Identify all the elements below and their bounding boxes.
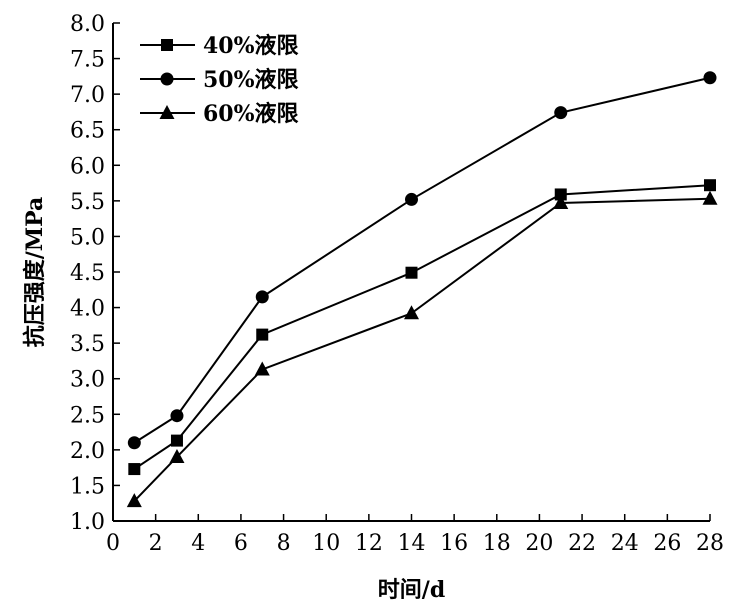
y-tick-label: 8.0	[70, 12, 105, 37]
legend-label: 60%液限	[203, 101, 299, 127]
x-tick-label: 28	[696, 531, 724, 556]
x-tick-label: 12	[355, 531, 383, 556]
x-tick-label: 20	[525, 531, 553, 556]
x-axis-title: 时间/d	[378, 577, 445, 603]
x-tick-label: 16	[440, 531, 468, 556]
data-point-square	[170, 434, 183, 447]
x-tick-label: 18	[483, 531, 511, 556]
series-line	[133, 184, 711, 470]
legend-label: 40%液限	[203, 33, 299, 59]
data-point-triangle	[254, 361, 270, 376]
x-tick-label: 2	[149, 531, 163, 556]
x-tick-label: 10	[312, 531, 340, 556]
x-tick-label: 8	[277, 531, 291, 556]
y-axis-title: 抗压强度/MPa	[22, 197, 48, 348]
x-tick-label: 4	[191, 531, 205, 556]
y-tick-label: 7.0	[70, 83, 105, 108]
x-tick-label: 22	[568, 531, 596, 556]
y-tick-label: 4.0	[70, 297, 105, 322]
legend-label: 50%液限	[203, 67, 299, 93]
data-point-square	[256, 328, 269, 341]
legend-item-1: 40%液限	[140, 33, 299, 59]
y-tick-label: 3.0	[70, 368, 105, 393]
data-point-circle	[703, 71, 717, 85]
series-1	[128, 179, 716, 476]
legend-marker	[160, 72, 174, 86]
y-tick-label: 1.5	[70, 474, 105, 499]
x-tick-label: 26	[653, 531, 681, 556]
x-tick-label: 24	[611, 531, 639, 556]
data-point-square	[128, 463, 141, 476]
legend-marker	[159, 105, 175, 119]
legend-item-3: 60%液限	[140, 101, 299, 127]
y-tick-label: 7.5	[70, 48, 105, 73]
data-point-square	[554, 188, 567, 201]
data-point-triangle	[126, 493, 142, 508]
series-3	[126, 190, 718, 508]
y-tick-label: 6.5	[70, 119, 105, 144]
y-tick-label: 2.0	[70, 439, 105, 464]
y-tick-label: 6.0	[70, 154, 105, 179]
data-point-triangle	[553, 194, 569, 209]
ticks: 0 2 4 6 8 10 12 14 16 18 20 22 24 26 281.01.52.02.53.0…	[70, 12, 724, 556]
x-tick-label: 6	[234, 531, 248, 556]
y-tick-label: 1.0	[70, 510, 105, 535]
legend-marker	[161, 39, 173, 51]
x-tick-label: 0	[106, 531, 120, 556]
legend: 40%液限 50%液限 60%液限	[140, 33, 299, 127]
data-point-circle	[554, 106, 568, 120]
data-point-triangle	[702, 190, 718, 205]
data-point-circle	[405, 192, 418, 206]
series-2	[127, 71, 717, 450]
legend-item-2: 50%液限	[140, 67, 299, 93]
y-tick-label: 2.5	[70, 403, 105, 428]
y-tick-label: 4.5	[70, 261, 105, 286]
y-tick-label: 3.5	[70, 332, 105, 357]
data-point-square	[704, 179, 716, 192]
data-point-circle	[255, 290, 269, 304]
series-line	[133, 197, 711, 502]
y-tick-label: 5.5	[70, 190, 105, 215]
y-tick-label: 5.0	[70, 225, 105, 250]
data-point-square	[405, 266, 418, 279]
data-point-triangle	[404, 305, 419, 320]
data-point-triangle	[169, 448, 185, 463]
series-line	[133, 76, 711, 444]
data-point-circle	[127, 436, 141, 450]
series-group	[126, 71, 718, 508]
data-point-circle	[170, 409, 184, 423]
x-tick-label: 14	[398, 531, 426, 556]
